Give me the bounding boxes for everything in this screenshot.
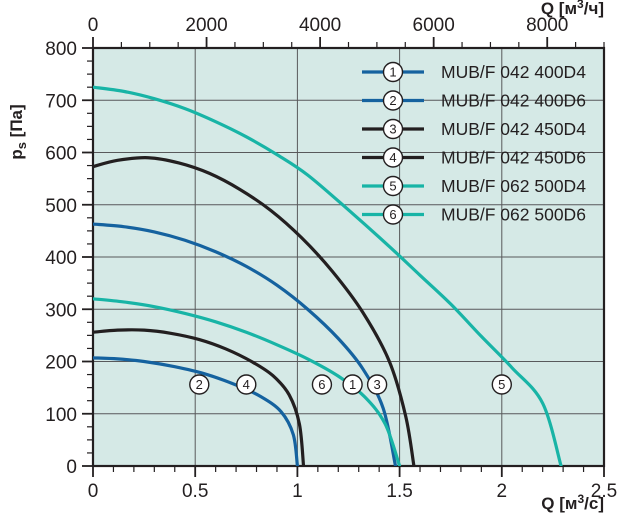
ytick-label: 100	[45, 405, 77, 426]
curve-series-4	[93, 328, 306, 466]
x-axis-title: Q [м3/с]	[541, 492, 604, 513]
legend-marker-circle-5	[382, 175, 404, 197]
legend-label-1: MUB/F 042 400D4	[441, 62, 586, 82]
curve-marker-circle-5	[491, 374, 512, 395]
curve-marker-circle-1	[342, 374, 363, 395]
y-axis-title: ps [Па]	[7, 104, 29, 159]
curve-series-6	[93, 297, 402, 466]
y-axis-title-unit: [Па]	[7, 104, 26, 142]
curve-marker-label-6: 6	[318, 377, 325, 392]
legend-marker-circle-2	[382, 90, 404, 111]
legend-marker-circle-4	[382, 147, 404, 168]
curve-marker-circle-3	[366, 374, 388, 395]
legend-label-2: MUB/F 042 400D6	[441, 91, 586, 111]
legend-marker-label-1: 1	[389, 65, 396, 80]
xtick-label-bottom: 2	[497, 481, 508, 502]
x-axis-title-top: Q [м3/ч]	[541, 0, 604, 18]
legend-marker-label-2: 2	[389, 93, 396, 108]
curve-series-5	[93, 85, 563, 466]
legend-label-6: MUB/F 062 500D6	[441, 205, 586, 225]
curve-marker-circle-6	[311, 374, 333, 395]
curve-marker-label-4: 4	[243, 377, 250, 392]
xtick-label-top: 4000	[299, 15, 341, 36]
xtick-label-bottom: 2.5	[591, 481, 617, 502]
legend-marker-label-4: 4	[389, 150, 396, 165]
xtick-label-bottom: 0.5	[182, 481, 208, 502]
ytick-label: 200	[45, 353, 77, 374]
ytick-label: 400	[45, 248, 77, 269]
ytick-label: 300	[45, 300, 77, 321]
legend-marker-circle-6	[382, 204, 404, 225]
legend-marker-label-5: 5	[389, 179, 396, 194]
xtick-label-top: 6000	[413, 15, 455, 36]
curve-series-1	[93, 222, 398, 466]
ytick-label: 0	[66, 457, 77, 478]
curve-marker-label-1: 1	[349, 377, 356, 392]
xtick-label-bottom: 1.5	[386, 481, 412, 502]
y-axis-title-symbol: p	[7, 149, 26, 159]
ytick-label: 700	[45, 91, 77, 112]
ytick-label: 600	[45, 144, 77, 165]
legend-marker-circle-3	[382, 118, 404, 140]
xtick-label-top: 2000	[185, 15, 227, 36]
curve-marker-label-5: 5	[498, 377, 505, 392]
curve-marker-label-3: 3	[373, 377, 380, 392]
legend-marker-circle-1	[382, 61, 404, 83]
legend-label-4: MUB/F 042 450D6	[441, 148, 586, 168]
legend-marker-label-6: 6	[389, 207, 396, 222]
y-axis-title-subscript: s	[14, 142, 29, 149]
curve-series-2	[93, 356, 299, 466]
xtick-label-bottom: 1	[292, 481, 303, 502]
xtick-label-bottom: 0	[88, 481, 99, 502]
xtick-label-top: 8000	[526, 15, 568, 36]
xtick-label-top: 0	[88, 15, 99, 36]
ytick-label: 800	[45, 39, 77, 60]
curve-series-3	[93, 156, 416, 466]
curve-marker-circle-4	[236, 374, 257, 395]
legend-label-5: MUB/F 062 500D4	[441, 176, 586, 196]
ytick-label: 500	[45, 196, 77, 217]
legend-label-3: MUB/F 042 450D4	[441, 119, 586, 139]
curve-marker-label-2: 2	[196, 377, 203, 392]
curve-marker-circle-2	[189, 374, 210, 395]
legend-marker-label-3: 3	[389, 122, 396, 137]
